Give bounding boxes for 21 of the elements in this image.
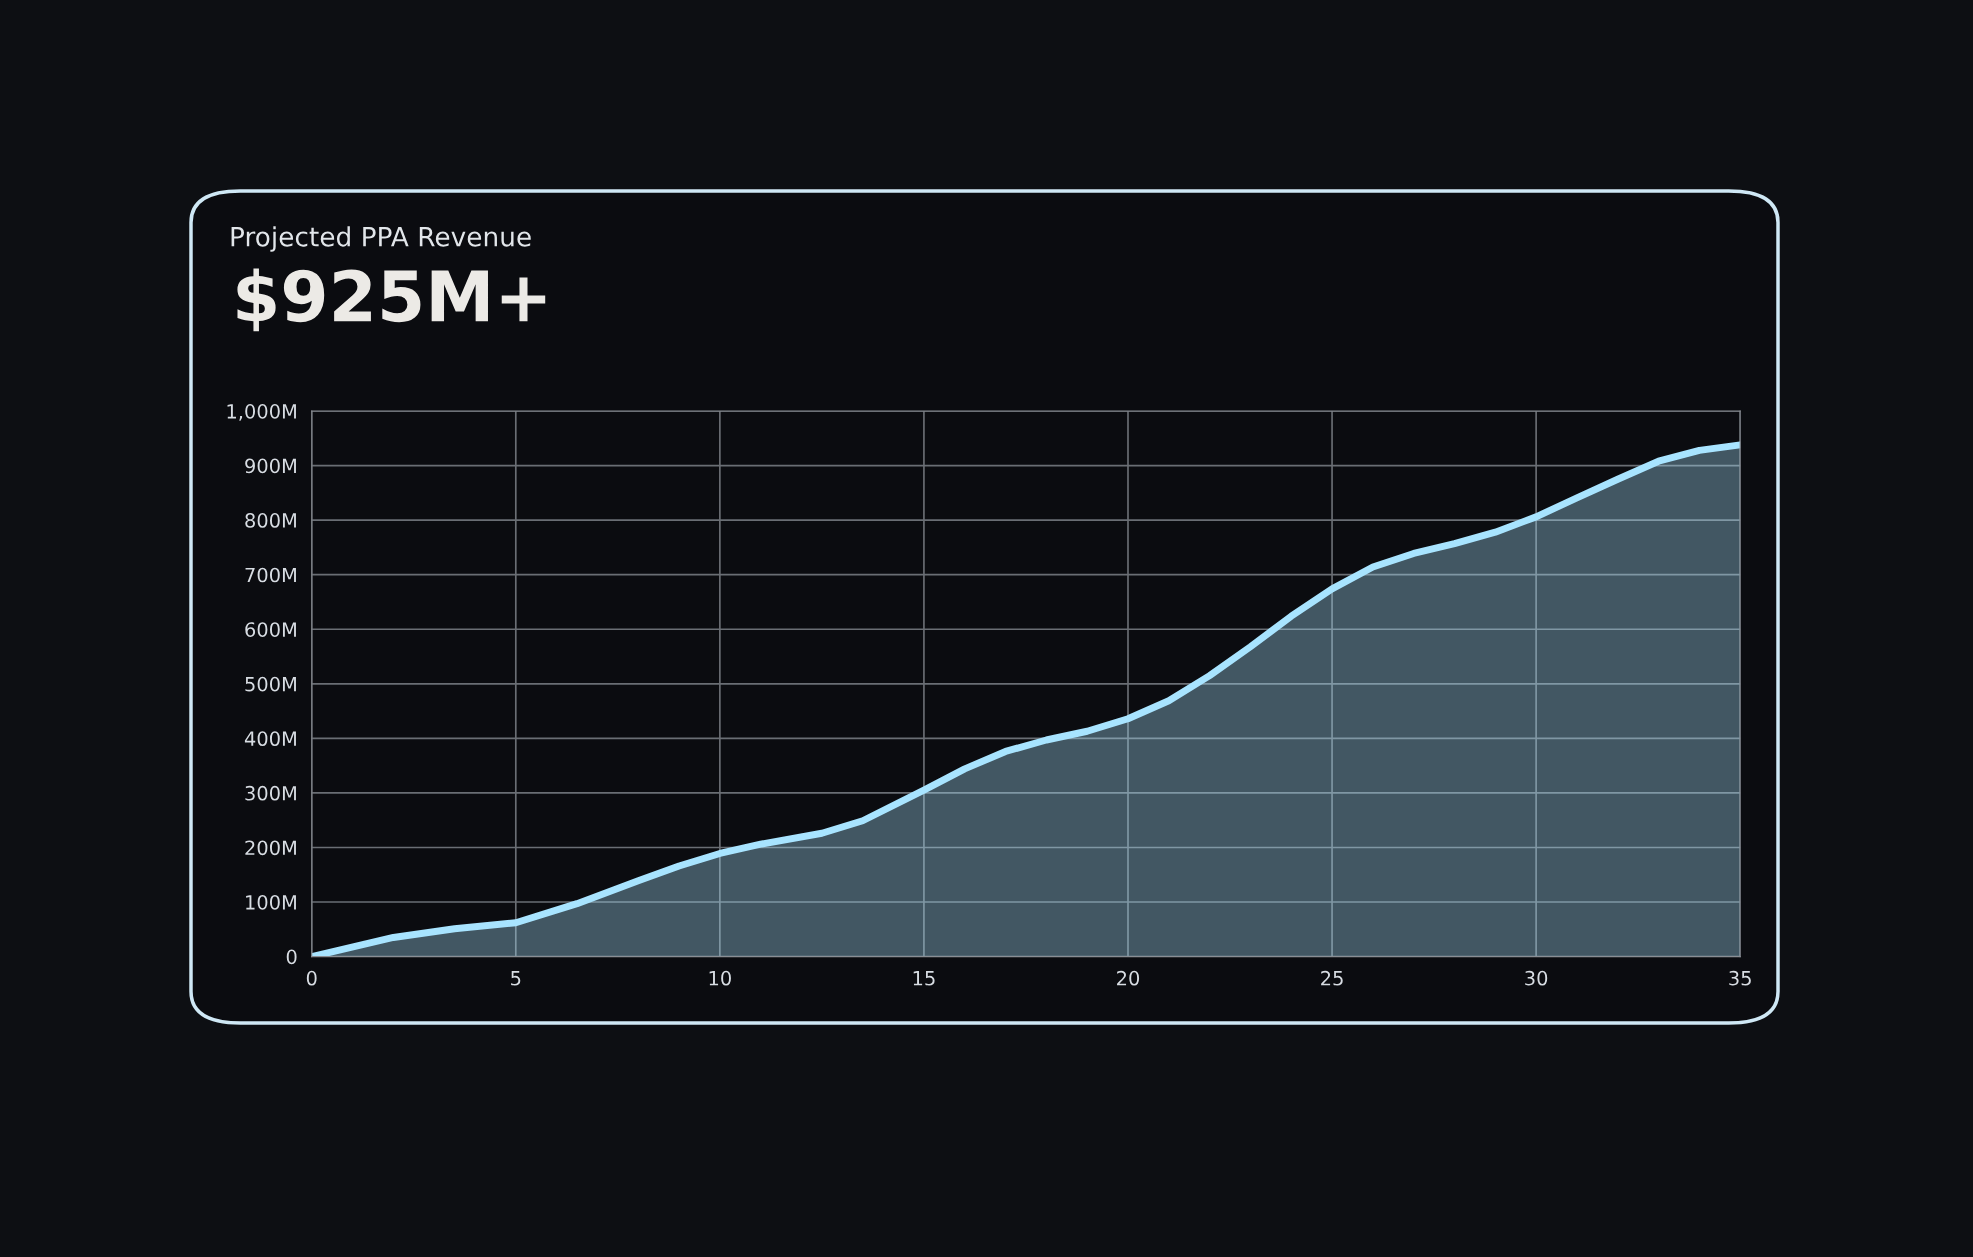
x-tick-label: 25 xyxy=(1321,970,1343,986)
chart-title: Projected PPA Revenue xyxy=(231,226,531,252)
y-tick-label: 600M xyxy=(245,622,296,637)
chart-subtitle: $925M+ xyxy=(237,268,546,332)
x-tick-label: 5 xyxy=(511,971,521,986)
x-tick-label: 0 xyxy=(306,970,317,986)
y-tick-label: 300M xyxy=(245,785,296,801)
x-tick-label: 20 xyxy=(1117,970,1140,986)
y-tick-label: 900M xyxy=(245,458,296,474)
x-tick-label: 35 xyxy=(1729,970,1751,986)
y-tick-label: 700M xyxy=(245,567,296,583)
y-tick-label: 800M xyxy=(245,513,296,528)
x-tick-label: 10 xyxy=(709,970,731,986)
x-tick-label: 30 xyxy=(1525,970,1548,986)
y-tick-label: 500M xyxy=(245,676,296,692)
y-tick-label: 100M xyxy=(246,894,296,910)
y-tick-label: 1,000M xyxy=(227,403,296,421)
x-tick-label: 15 xyxy=(913,971,935,986)
y-tick-label: 200M xyxy=(245,840,296,856)
y-tick-label: 0 xyxy=(286,949,297,965)
y-tick-label: 400M xyxy=(244,731,296,747)
